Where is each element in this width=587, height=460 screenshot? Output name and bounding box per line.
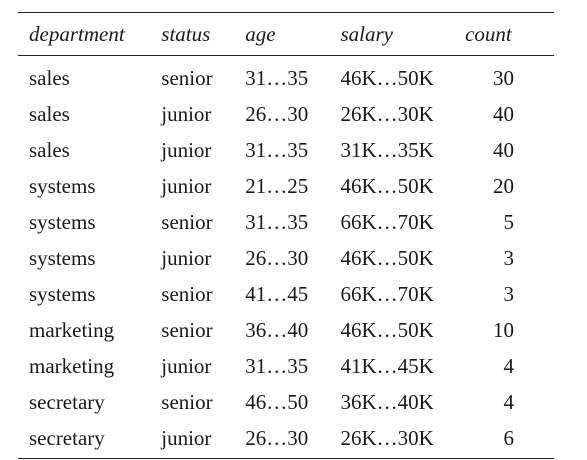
cell-count: 40 bbox=[493, 137, 514, 162]
cell-department: marketing bbox=[29, 353, 115, 378]
cell-salary: 46K…50K bbox=[340, 245, 434, 270]
cell-salary: 66K…70K bbox=[340, 281, 434, 306]
table-row: systems junior 21…25 46K…50K 20 bbox=[18, 168, 554, 204]
cell-count: 30 bbox=[493, 65, 514, 90]
cell-salary: 41K…45K bbox=[340, 353, 434, 378]
header-department: department bbox=[29, 21, 125, 46]
header-age: age bbox=[245, 21, 276, 46]
cell-salary: 46K…50K bbox=[340, 65, 434, 90]
cell-status: junior bbox=[161, 173, 212, 198]
table-row: sales junior 26…30 26K…30K 40 bbox=[18, 96, 554, 132]
cell-salary: 26K…30K bbox=[340, 101, 434, 126]
cell-count: 4 bbox=[503, 389, 515, 414]
cell-age: 31…35 bbox=[245, 65, 309, 90]
cell-count: 3 bbox=[503, 245, 515, 270]
cell-department: systems bbox=[29, 173, 96, 198]
cell-salary: 26K…30K bbox=[340, 425, 434, 450]
cell-age: 26…30 bbox=[245, 101, 309, 126]
cell-age: 26…30 bbox=[245, 245, 309, 270]
table-row: secretary junior 26…30 26K…30K 6 bbox=[18, 420, 554, 459]
table-row: sales senior 31…35 46K…50K 30 bbox=[18, 56, 554, 97]
table-row: systems senior 31…35 66K…70K 5 bbox=[18, 204, 554, 240]
cell-department: marketing bbox=[29, 317, 115, 342]
cell-count: 10 bbox=[493, 317, 514, 342]
cell-status: senior bbox=[161, 65, 213, 90]
cell-salary: 46K…50K bbox=[340, 173, 434, 198]
cell-status: junior bbox=[161, 353, 212, 378]
header-count: count bbox=[465, 21, 512, 46]
cell-age: 26…30 bbox=[245, 425, 309, 450]
cell-department: secretary bbox=[29, 425, 105, 450]
cell-status: senior bbox=[161, 209, 213, 234]
data-table-container: department status age salary count sales… bbox=[18, 12, 554, 459]
cell-count: 40 bbox=[493, 101, 514, 126]
cell-department: secretary bbox=[29, 389, 105, 414]
cell-age: 31…35 bbox=[245, 137, 309, 162]
cell-count: 6 bbox=[503, 425, 515, 450]
cell-salary: 31K…35K bbox=[340, 137, 434, 162]
cell-department: sales bbox=[29, 137, 70, 162]
cell-age: 46…50 bbox=[245, 389, 309, 414]
cell-department: systems bbox=[29, 209, 96, 234]
table-row: sales junior 31…35 31K…35K 40 bbox=[18, 132, 554, 168]
cell-salary: 36K…40K bbox=[340, 389, 434, 414]
header-salary: salary bbox=[340, 21, 393, 46]
data-table: department status age salary count sales… bbox=[18, 12, 554, 459]
cell-salary: 46K…50K bbox=[340, 317, 434, 342]
cell-age: 31…35 bbox=[245, 209, 309, 234]
cell-status: junior bbox=[161, 245, 212, 270]
table-row: secretary senior 46…50 36K…40K 4 bbox=[18, 384, 554, 420]
cell-age: 41…45 bbox=[245, 281, 309, 306]
table-row: marketing junior 31…35 41K…45K 4 bbox=[18, 348, 554, 384]
cell-status: senior bbox=[161, 281, 213, 306]
cell-status: junior bbox=[161, 137, 212, 162]
cell-age: 21…25 bbox=[245, 173, 309, 198]
cell-status: senior bbox=[161, 389, 213, 414]
cell-salary: 66K…70K bbox=[340, 209, 434, 234]
table-row: marketing senior 36…40 46K…50K 10 bbox=[18, 312, 554, 348]
cell-department: sales bbox=[29, 101, 70, 126]
cell-age: 31…35 bbox=[245, 353, 309, 378]
cell-status: junior bbox=[161, 101, 212, 126]
cell-department: systems bbox=[29, 245, 96, 270]
cell-department: systems bbox=[29, 281, 96, 306]
cell-age: 36…40 bbox=[245, 317, 309, 342]
table-header-row: department status age salary count bbox=[18, 12, 554, 56]
table-row: systems junior 26…30 46K…50K 3 bbox=[18, 240, 554, 276]
header-status: status bbox=[161, 21, 211, 46]
cell-count: 20 bbox=[493, 173, 514, 198]
cell-status: junior bbox=[161, 425, 212, 450]
cell-count: 5 bbox=[503, 209, 515, 234]
table-body: sales senior 31…35 46K…50K 30 sales junior 26…3… bbox=[18, 56, 554, 459]
cell-count: 3 bbox=[503, 281, 515, 306]
table-row: systems senior 41…45 66K…70K 3 bbox=[18, 276, 554, 312]
cell-status: senior bbox=[161, 317, 213, 342]
cell-count: 4 bbox=[503, 353, 515, 378]
cell-department: sales bbox=[29, 65, 70, 90]
